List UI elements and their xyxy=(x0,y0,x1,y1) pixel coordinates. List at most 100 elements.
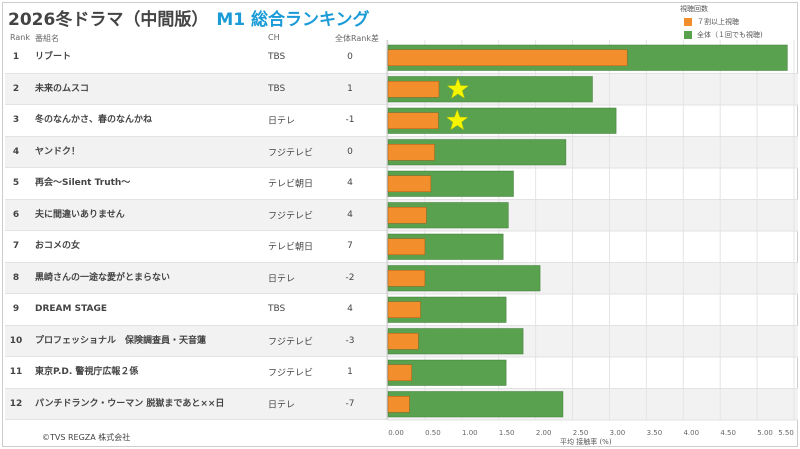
x-tick-label: 0.00 xyxy=(388,429,404,435)
cell-diff: 0 xyxy=(347,52,353,63)
cell-ch: テレビ朝日 xyxy=(268,179,314,190)
bar-70pct xyxy=(387,49,628,66)
bar-total xyxy=(387,391,564,418)
table-row: 5 再会～Silent Truth～ テレビ朝日 4 xyxy=(5,168,387,200)
legend-label: 全体（１回でも視聴) xyxy=(697,31,763,39)
legend-label: ７割以上視聴 xyxy=(697,18,739,26)
cell-ch: テレビ朝日 xyxy=(268,242,314,253)
cell-rank: 4 xyxy=(12,146,20,157)
table-row: 7 おコメの女 テレビ朝日 7 xyxy=(5,231,387,263)
bar-70pct xyxy=(387,112,439,129)
cell-diff: -3 xyxy=(345,335,355,346)
cell-name: 冬のなんかさ、春のなんかね xyxy=(35,115,153,126)
table-row: 9 DREAM STAGE TBS 4 xyxy=(5,294,387,326)
x-tick-label: 2.50 xyxy=(573,429,589,435)
x-tick-label: 3.00 xyxy=(610,429,626,435)
cell-rank: 12 xyxy=(9,398,23,409)
legend: 視聴回数 ７割以上視聴 全体（１回でも視聴) xyxy=(680,4,763,40)
x-tick-label: 4.00 xyxy=(683,429,699,435)
bar-70pct xyxy=(387,81,440,98)
cell-ch: フジテレビ xyxy=(268,148,314,159)
title-main: 2026冬ドラマ（中間版） xyxy=(8,10,209,30)
table-row: 6 夫に間違いありません フジテレビ 4 xyxy=(5,199,387,231)
cell-name: パンチドランク・ウーマン 脱獄まであと××日 xyxy=(35,398,225,409)
bar-70pct xyxy=(387,207,427,224)
page-title: 2026冬ドラマ（中間版） M1 総合ランキング xyxy=(8,5,369,30)
bar-70pct xyxy=(387,175,432,192)
cell-diff: 7 xyxy=(347,241,353,252)
bar-70pct xyxy=(387,270,426,287)
x-tick-label: 5.00 xyxy=(757,429,773,435)
bar-70pct xyxy=(387,301,421,318)
bar-chart: 0.00 0.50 1.00 1.50 2.00 2.50 3.00 3.50 4.00 4.50… xyxy=(386,40,798,435)
x-axis-label: 平均 接触率 (%) xyxy=(560,438,612,446)
cell-name: DREAM STAGE xyxy=(35,304,108,315)
x-tick-label: 1.50 xyxy=(499,429,515,435)
cell-name: プロフェッショナル 保険調査員・天音蓮 xyxy=(35,335,207,346)
cell-rank: 3 xyxy=(12,115,20,126)
cell-rank: 9 xyxy=(12,304,20,315)
header-rank: Rank xyxy=(10,33,30,42)
x-tick-label: 0.50 xyxy=(425,429,441,435)
cell-rank: 5 xyxy=(12,178,20,189)
title-accent: M1 総合ランキング xyxy=(216,10,370,30)
x-tick-label: 2.00 xyxy=(536,429,552,435)
cell-rank: 10 xyxy=(9,335,23,346)
cell-ch: 日テレ xyxy=(268,116,296,127)
cell-name: 再会～Silent Truth～ xyxy=(35,178,131,189)
cell-name: おコメの女 xyxy=(35,241,81,252)
cell-diff: 1 xyxy=(347,367,353,378)
cell-name: ヤンドク！ xyxy=(35,146,81,157)
cell-ch: TBS xyxy=(268,304,286,315)
x-tick-label: 1.00 xyxy=(462,429,478,435)
cell-ch: 日テレ xyxy=(268,400,296,411)
copyright: ©TVS REGZA 株式会社 xyxy=(42,433,131,442)
cell-diff: -7 xyxy=(345,398,355,409)
x-tick-label: 5.50 xyxy=(778,429,794,435)
bar-70pct xyxy=(387,238,426,255)
legend-title: 視聴回数 xyxy=(680,5,708,13)
cell-diff: -2 xyxy=(345,272,355,283)
bar-70pct xyxy=(387,364,412,381)
table-row: 10 プロフェッショナル 保険調査員・天音蓮 フジテレビ -3 xyxy=(5,325,387,357)
star-icon xyxy=(446,77,470,99)
table-row: 12 パンチドランク・ウーマン 脱獄まであと××日 日テレ -7 xyxy=(5,388,387,420)
table-row: 1 リブート TBS 0 xyxy=(5,42,387,74)
cell-diff: -1 xyxy=(345,115,355,126)
legend-item-70: ７割以上視聴 xyxy=(684,17,763,27)
bar-70pct xyxy=(387,396,410,413)
cell-name: 未来のムスコ xyxy=(35,83,90,94)
header-name: 番組名 xyxy=(35,34,59,43)
cell-diff: 1 xyxy=(347,83,353,94)
cell-name: 東京P.D. 警視庁広報２係 xyxy=(35,367,139,378)
bar-70pct xyxy=(387,333,419,350)
bar-70pct xyxy=(387,144,435,161)
cell-diff: 4 xyxy=(347,304,353,315)
x-tick-label: 3.50 xyxy=(647,429,663,435)
cell-name: リブート xyxy=(35,52,72,63)
table-row: 8 黒崎さんの一途な愛がとまらない 日テレ -2 xyxy=(5,262,387,294)
cell-rank: 1 xyxy=(12,52,20,63)
table-row: 2 未来のムスコ TBS 1 xyxy=(5,73,387,105)
cell-diff: 4 xyxy=(347,209,353,220)
cell-rank: 11 xyxy=(9,367,23,378)
cell-rank: 2 xyxy=(12,83,20,94)
cell-rank: 7 xyxy=(12,241,20,252)
cell-ch: TBS xyxy=(268,52,286,63)
cell-ch: フジテレビ xyxy=(268,337,314,348)
legend-swatch xyxy=(684,18,692,26)
header-ch: CH xyxy=(268,33,280,42)
cell-diff: 0 xyxy=(347,146,353,157)
x-tick-label: 4.50 xyxy=(720,429,736,435)
cell-name: 夫に間違いありません xyxy=(35,209,125,220)
bar-total xyxy=(387,296,507,323)
header-diff: 全体Rank差 xyxy=(335,34,379,43)
cell-rank: 8 xyxy=(12,272,20,283)
legend-item-all: 全体（１回でも視聴) xyxy=(684,30,763,40)
cell-name: 黒崎さんの一途な愛がとまらない xyxy=(35,272,171,283)
ranking-table: 1 リブート TBS 0 2 未来のムスコ TBS 1 3 冬のなんかさ、春のなんかね 日テレ -1 4… xyxy=(5,42,387,420)
cell-ch: フジテレビ xyxy=(268,211,314,222)
table-row: 4 ヤンドク！ フジテレビ 0 xyxy=(5,136,387,168)
cell-rank: 6 xyxy=(12,209,20,220)
star-icon xyxy=(445,109,469,131)
